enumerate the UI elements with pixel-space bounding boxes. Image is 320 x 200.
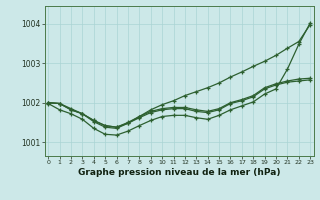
X-axis label: Graphe pression niveau de la mer (hPa): Graphe pression niveau de la mer (hPa): [78, 168, 280, 177]
